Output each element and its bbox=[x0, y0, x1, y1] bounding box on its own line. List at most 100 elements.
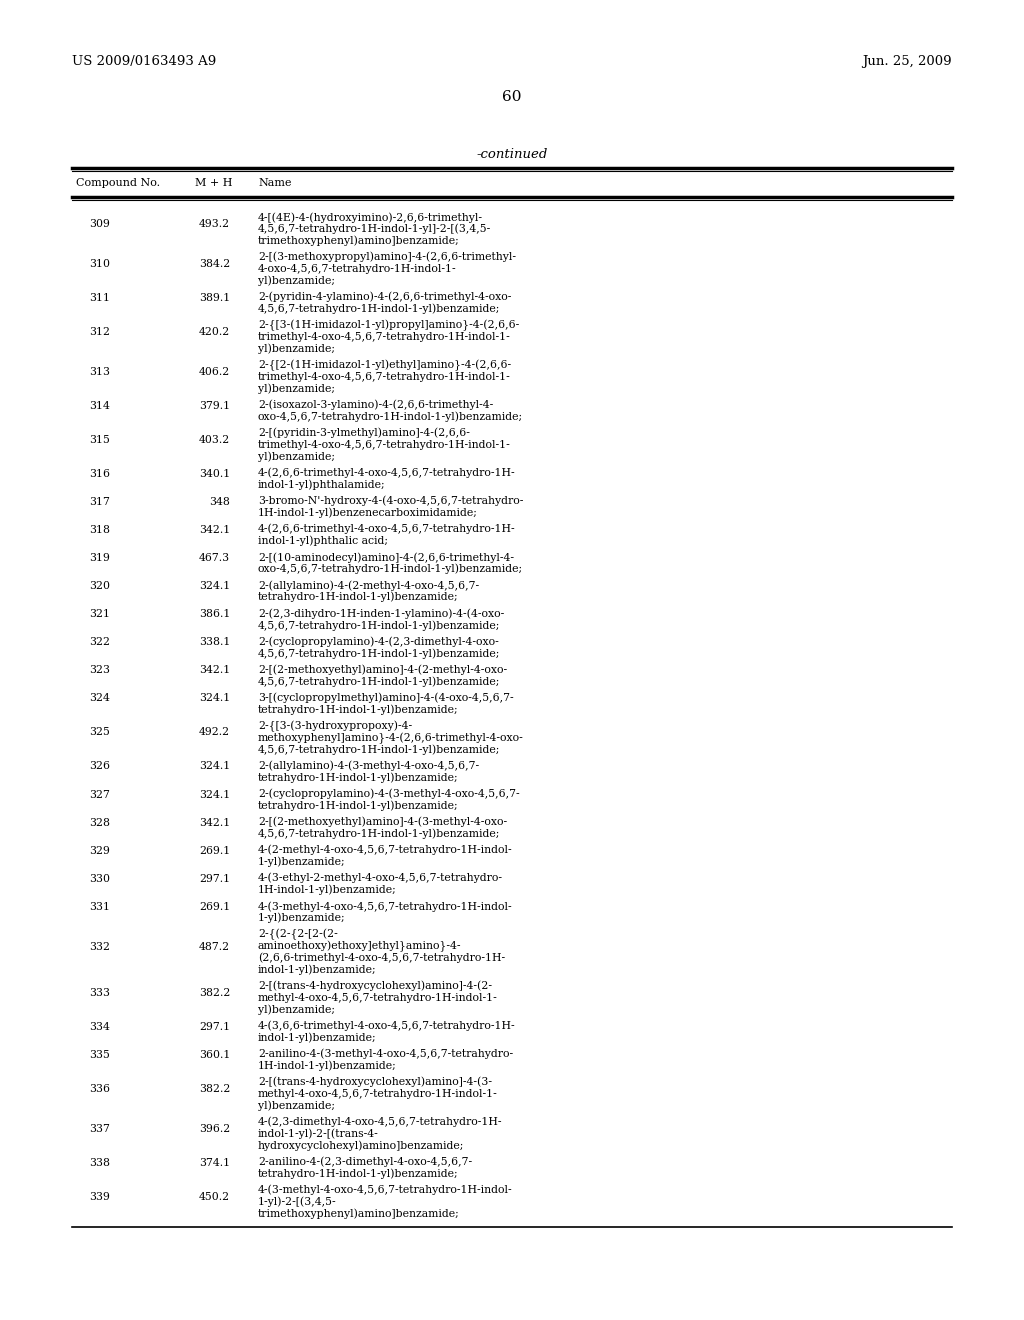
Text: 493.2: 493.2 bbox=[199, 219, 230, 228]
Text: 342.1: 342.1 bbox=[199, 525, 230, 535]
Text: 382.2: 382.2 bbox=[199, 1084, 230, 1094]
Text: tetrahydro-1H-indol-1-yl)benzamide;: tetrahydro-1H-indol-1-yl)benzamide; bbox=[258, 772, 459, 783]
Text: 487.2: 487.2 bbox=[199, 941, 230, 952]
Text: 4-(2,6,6-trimethyl-4-oxo-4,5,6,7-tetrahydro-1H-: 4-(2,6,6-trimethyl-4-oxo-4,5,6,7-tetrahy… bbox=[258, 524, 516, 535]
Text: 4,5,6,7-tetrahydro-1H-indol-1-yl)benzamide;: 4,5,6,7-tetrahydro-1H-indol-1-yl)benzami… bbox=[258, 676, 501, 686]
Text: 335: 335 bbox=[89, 1049, 110, 1060]
Text: yl)benzamide;: yl)benzamide; bbox=[258, 276, 335, 286]
Text: 338: 338 bbox=[89, 1158, 110, 1168]
Text: 348: 348 bbox=[209, 496, 230, 507]
Text: 322: 322 bbox=[89, 638, 110, 647]
Text: trimethyl-4-oxo-4,5,6,7-tetrahydro-1H-indol-1-: trimethyl-4-oxo-4,5,6,7-tetrahydro-1H-in… bbox=[258, 372, 511, 381]
Text: US 2009/0163493 A9: US 2009/0163493 A9 bbox=[72, 55, 216, 69]
Text: 4-(3-ethyl-2-methyl-4-oxo-4,5,6,7-tetrahydro-: 4-(3-ethyl-2-methyl-4-oxo-4,5,6,7-tetrah… bbox=[258, 873, 503, 883]
Text: trimethyl-4-oxo-4,5,6,7-tetrahydro-1H-indol-1-: trimethyl-4-oxo-4,5,6,7-tetrahydro-1H-in… bbox=[258, 440, 511, 450]
Text: 2-(allylamino)-4-(3-methyl-4-oxo-4,5,6,7-: 2-(allylamino)-4-(3-methyl-4-oxo-4,5,6,7… bbox=[258, 760, 479, 771]
Text: 406.2: 406.2 bbox=[199, 367, 230, 376]
Text: 420.2: 420.2 bbox=[199, 327, 230, 337]
Text: aminoethoxy)ethoxy]ethyl}amino}-4-: aminoethoxy)ethoxy]ethyl}amino}-4- bbox=[258, 941, 462, 952]
Text: 4,5,6,7-tetrahydro-1H-indol-1-yl)benzamide;: 4,5,6,7-tetrahydro-1H-indol-1-yl)benzami… bbox=[258, 620, 501, 631]
Text: 1-yl)-2-[(3,4,5-: 1-yl)-2-[(3,4,5- bbox=[258, 1197, 337, 1208]
Text: tetrahydro-1H-indol-1-yl)benzamide;: tetrahydro-1H-indol-1-yl)benzamide; bbox=[258, 800, 459, 810]
Text: trimethoxyphenyl)amino]benzamide;: trimethoxyphenyl)amino]benzamide; bbox=[258, 1208, 460, 1218]
Text: 324.1: 324.1 bbox=[199, 693, 230, 704]
Text: 319: 319 bbox=[89, 553, 110, 562]
Text: 2-anilino-4-(3-methyl-4-oxo-4,5,6,7-tetrahydro-: 2-anilino-4-(3-methyl-4-oxo-4,5,6,7-tetr… bbox=[258, 1049, 513, 1060]
Text: 3-[(cyclopropylmethyl)amino]-4-(4-oxo-4,5,6,7-: 3-[(cyclopropylmethyl)amino]-4-(4-oxo-4,… bbox=[258, 693, 514, 704]
Text: 323: 323 bbox=[89, 665, 110, 676]
Text: 4-(2-methyl-4-oxo-4,5,6,7-tetrahydro-1H-indol-: 4-(2-methyl-4-oxo-4,5,6,7-tetrahydro-1H-… bbox=[258, 845, 513, 855]
Text: 324.1: 324.1 bbox=[199, 581, 230, 591]
Text: 403.2: 403.2 bbox=[199, 434, 230, 445]
Text: M + H: M + H bbox=[195, 178, 232, 187]
Text: 382.2: 382.2 bbox=[199, 987, 230, 998]
Text: 339: 339 bbox=[89, 1192, 110, 1201]
Text: Jun. 25, 2009: Jun. 25, 2009 bbox=[862, 55, 952, 69]
Text: 2-{(2-{2-[2-(2-: 2-{(2-{2-[2-(2- bbox=[258, 929, 338, 940]
Text: 2-(pyridin-4-ylamino)-4-(2,6,6-trimethyl-4-oxo-: 2-(pyridin-4-ylamino)-4-(2,6,6-trimethyl… bbox=[258, 292, 511, 302]
Text: -continued: -continued bbox=[476, 148, 548, 161]
Text: tetrahydro-1H-indol-1-yl)benzamide;: tetrahydro-1H-indol-1-yl)benzamide; bbox=[258, 1168, 459, 1179]
Text: 2-anilino-4-(2,3-dimethyl-4-oxo-4,5,6,7-: 2-anilino-4-(2,3-dimethyl-4-oxo-4,5,6,7- bbox=[258, 1156, 472, 1167]
Text: 4-(2,6,6-trimethyl-4-oxo-4,5,6,7-tetrahydro-1H-: 4-(2,6,6-trimethyl-4-oxo-4,5,6,7-tetrahy… bbox=[258, 467, 516, 478]
Text: 317: 317 bbox=[89, 496, 110, 507]
Text: 374.1: 374.1 bbox=[199, 1158, 230, 1168]
Text: 4-oxo-4,5,6,7-tetrahydro-1H-indol-1-: 4-oxo-4,5,6,7-tetrahydro-1H-indol-1- bbox=[258, 264, 457, 273]
Text: 330: 330 bbox=[89, 874, 110, 884]
Text: 360.1: 360.1 bbox=[199, 1049, 230, 1060]
Text: 384.2: 384.2 bbox=[199, 259, 230, 269]
Text: 2-[(2-methoxyethyl)amino]-4-(3-methyl-4-oxo-: 2-[(2-methoxyethyl)amino]-4-(3-methyl-4-… bbox=[258, 817, 507, 828]
Text: indol-1-yl)benzamide;: indol-1-yl)benzamide; bbox=[258, 965, 377, 975]
Text: 337: 337 bbox=[89, 1123, 110, 1134]
Text: 2-[(2-methoxyethyl)amino]-4-(2-methyl-4-oxo-: 2-[(2-methoxyethyl)amino]-4-(2-methyl-4-… bbox=[258, 664, 507, 675]
Text: 311: 311 bbox=[89, 293, 110, 302]
Text: 320: 320 bbox=[89, 581, 110, 591]
Text: 389.1: 389.1 bbox=[199, 293, 230, 302]
Text: 326: 326 bbox=[89, 762, 110, 771]
Text: yl)benzamide;: yl)benzamide; bbox=[258, 383, 335, 393]
Text: tetrahydro-1H-indol-1-yl)benzamide;: tetrahydro-1H-indol-1-yl)benzamide; bbox=[258, 705, 459, 715]
Text: 334: 334 bbox=[89, 1022, 110, 1032]
Text: 2-[(3-methoxypropyl)amino]-4-(2,6,6-trimethyl-: 2-[(3-methoxypropyl)amino]-4-(2,6,6-trim… bbox=[258, 252, 516, 263]
Text: 4-(3-methyl-4-oxo-4,5,6,7-tetrahydro-1H-indol-: 4-(3-methyl-4-oxo-4,5,6,7-tetrahydro-1H-… bbox=[258, 902, 513, 912]
Text: 312: 312 bbox=[89, 327, 110, 337]
Text: oxo-4,5,6,7-tetrahydro-1H-indol-1-yl)benzamide;: oxo-4,5,6,7-tetrahydro-1H-indol-1-yl)ben… bbox=[258, 412, 523, 422]
Text: 342.1: 342.1 bbox=[199, 817, 230, 828]
Text: 297.1: 297.1 bbox=[199, 1022, 230, 1032]
Text: 492.2: 492.2 bbox=[199, 727, 230, 738]
Text: indol-1-yl)phthalamide;: indol-1-yl)phthalamide; bbox=[258, 479, 386, 490]
Text: yl)benzamide;: yl)benzamide; bbox=[258, 451, 335, 462]
Text: 4,5,6,7-tetrahydro-1H-indol-1-yl]-2-[(3,4,5-: 4,5,6,7-tetrahydro-1H-indol-1-yl]-2-[(3,… bbox=[258, 224, 492, 235]
Text: methoxyphenyl]amino}-4-(2,6,6-trimethyl-4-oxo-: methoxyphenyl]amino}-4-(2,6,6-trimethyl-… bbox=[258, 733, 523, 743]
Text: (2,6,6-trimethyl-4-oxo-4,5,6,7-tetrahydro-1H-: (2,6,6-trimethyl-4-oxo-4,5,6,7-tetrahydr… bbox=[258, 953, 505, 964]
Text: 269.1: 269.1 bbox=[199, 846, 230, 855]
Text: 309: 309 bbox=[89, 219, 110, 228]
Text: 315: 315 bbox=[89, 434, 110, 445]
Text: 1-yl)benzamide;: 1-yl)benzamide; bbox=[258, 857, 346, 867]
Text: 336: 336 bbox=[89, 1084, 110, 1094]
Text: 269.1: 269.1 bbox=[199, 902, 230, 912]
Text: 333: 333 bbox=[89, 987, 110, 998]
Text: trimethyl-4-oxo-4,5,6,7-tetrahydro-1H-indol-1-: trimethyl-4-oxo-4,5,6,7-tetrahydro-1H-in… bbox=[258, 331, 511, 342]
Text: 379.1: 379.1 bbox=[199, 400, 230, 411]
Text: 2-{[3-(3-hydroxypropoxy)-4-: 2-{[3-(3-hydroxypropoxy)-4- bbox=[258, 721, 412, 733]
Text: 324: 324 bbox=[89, 693, 110, 704]
Text: 324.1: 324.1 bbox=[199, 789, 230, 800]
Text: 396.2: 396.2 bbox=[199, 1123, 230, 1134]
Text: 2-[(pyridin-3-ylmethyl)amino]-4-(2,6,6-: 2-[(pyridin-3-ylmethyl)amino]-4-(2,6,6- bbox=[258, 428, 470, 438]
Text: yl)benzamide;: yl)benzamide; bbox=[258, 1101, 335, 1111]
Text: 467.3: 467.3 bbox=[199, 553, 230, 562]
Text: 4-[(4E)-4-(hydroxyimino)-2,6,6-trimethyl-: 4-[(4E)-4-(hydroxyimino)-2,6,6-trimethyl… bbox=[258, 213, 483, 223]
Text: 318: 318 bbox=[89, 525, 110, 535]
Text: 324.1: 324.1 bbox=[199, 762, 230, 771]
Text: 316: 316 bbox=[89, 469, 110, 479]
Text: 327: 327 bbox=[89, 789, 110, 800]
Text: 2-[(trans-4-hydroxycyclohexyl)amino]-4-(3-: 2-[(trans-4-hydroxycyclohexyl)amino]-4-(… bbox=[258, 1077, 492, 1088]
Text: yl)benzamide;: yl)benzamide; bbox=[258, 1005, 335, 1015]
Text: 4-(2,3-dimethyl-4-oxo-4,5,6,7-tetrahydro-1H-: 4-(2,3-dimethyl-4-oxo-4,5,6,7-tetrahydro… bbox=[258, 1117, 503, 1127]
Text: indol-1-yl)benzamide;: indol-1-yl)benzamide; bbox=[258, 1032, 377, 1043]
Text: 2-[(trans-4-hydroxycyclohexyl)amino]-4-(2-: 2-[(trans-4-hydroxycyclohexyl)amino]-4-(… bbox=[258, 981, 492, 991]
Text: 1H-indol-1-yl)benzenecarboximidamide;: 1H-indol-1-yl)benzenecarboximidamide; bbox=[258, 508, 478, 519]
Text: 314: 314 bbox=[89, 400, 110, 411]
Text: 1-yl)benzamide;: 1-yl)benzamide; bbox=[258, 913, 346, 924]
